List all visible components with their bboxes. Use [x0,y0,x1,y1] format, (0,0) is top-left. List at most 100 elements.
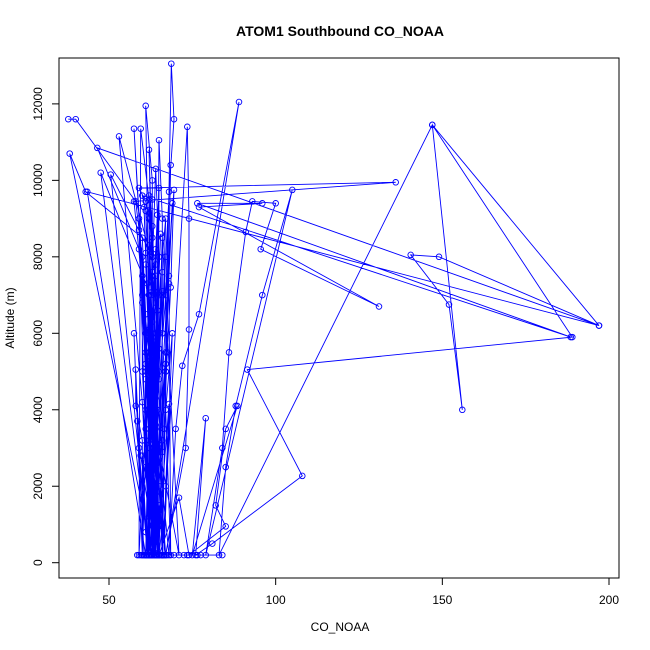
data-point [197,551,204,559]
data-point [132,366,139,373]
data-point [159,448,166,456]
data-point [135,226,143,234]
data-point [149,368,156,375]
data-point [152,379,159,387]
data-point [142,368,149,375]
data-point [164,349,171,356]
data-point [144,551,151,559]
data-point [170,551,178,559]
data-point [149,337,156,345]
data-point [115,133,123,140]
data-point [147,291,154,299]
data-point [145,242,153,249]
data-point [155,551,163,559]
data-point [157,230,164,238]
data-point [392,179,399,186]
data-point [145,406,153,414]
data-point [107,171,114,178]
data-point [142,463,149,471]
data-point [159,437,166,444]
data-point [135,184,143,192]
data-point [149,360,156,368]
data-point [165,272,173,280]
data-point [149,253,156,261]
data-point [152,330,159,337]
data-point [150,551,158,559]
data-point [145,291,153,299]
data-point [257,245,264,253]
data-point [235,98,243,106]
data-point [299,472,306,480]
data-point [142,330,149,337]
data-point [259,200,266,207]
data-point [429,121,436,129]
data-point [145,284,153,291]
data-point [155,502,163,509]
data-point [152,299,159,306]
data-point [130,198,138,205]
data-point [160,551,168,559]
data-point [195,310,203,318]
data-point [149,425,156,433]
data-point [159,234,166,241]
data-point [132,402,139,410]
data-point [145,192,153,199]
data-point [149,318,156,326]
y-tick-label: 10000 [31,163,45,197]
data-point [145,349,153,356]
data-point [165,280,173,287]
data-point [139,272,146,280]
data-point [139,234,146,241]
data-point [149,330,156,337]
data-point [145,437,153,444]
data-point [182,444,189,452]
data-point [194,551,201,559]
data-point [152,452,159,459]
data-point [97,169,104,176]
data-point [162,482,169,490]
data-point [65,115,72,123]
data-point [154,307,161,314]
data-point [167,161,174,169]
y-tick-label: 6000 [31,320,45,347]
data-point [169,330,176,337]
data-point [149,444,156,452]
data-point [134,417,141,425]
data-point [219,551,226,559]
data-point [185,215,193,222]
data-point [147,356,154,364]
data-point [132,198,139,205]
data-point [155,444,163,452]
data-point [184,551,191,559]
x-axis-label: CO_NOAA [311,620,370,634]
data-point [142,375,149,383]
data-point [152,345,159,352]
data-point [155,291,163,299]
data-point [168,60,175,67]
data-point [155,253,163,261]
data-point [140,203,148,211]
data-point [142,102,149,110]
data-point [289,186,296,194]
data-point [149,310,156,318]
data-point [135,444,143,452]
data-point [150,383,158,391]
data-point [152,406,159,414]
data-point [175,494,183,501]
y-tick-label: 0 [31,559,45,566]
y-axis-label: Altitude (m) [3,287,17,348]
data-point [139,291,146,299]
data-point [142,349,149,356]
data-point [134,551,141,559]
data-point [149,460,156,467]
data-point [142,249,149,257]
data-point [152,490,159,498]
data-point [259,291,266,299]
data-point [165,551,173,559]
data-point [195,203,203,211]
data-point [215,551,223,559]
data-point [194,200,201,207]
data-point [149,196,156,203]
data-point [145,330,153,337]
